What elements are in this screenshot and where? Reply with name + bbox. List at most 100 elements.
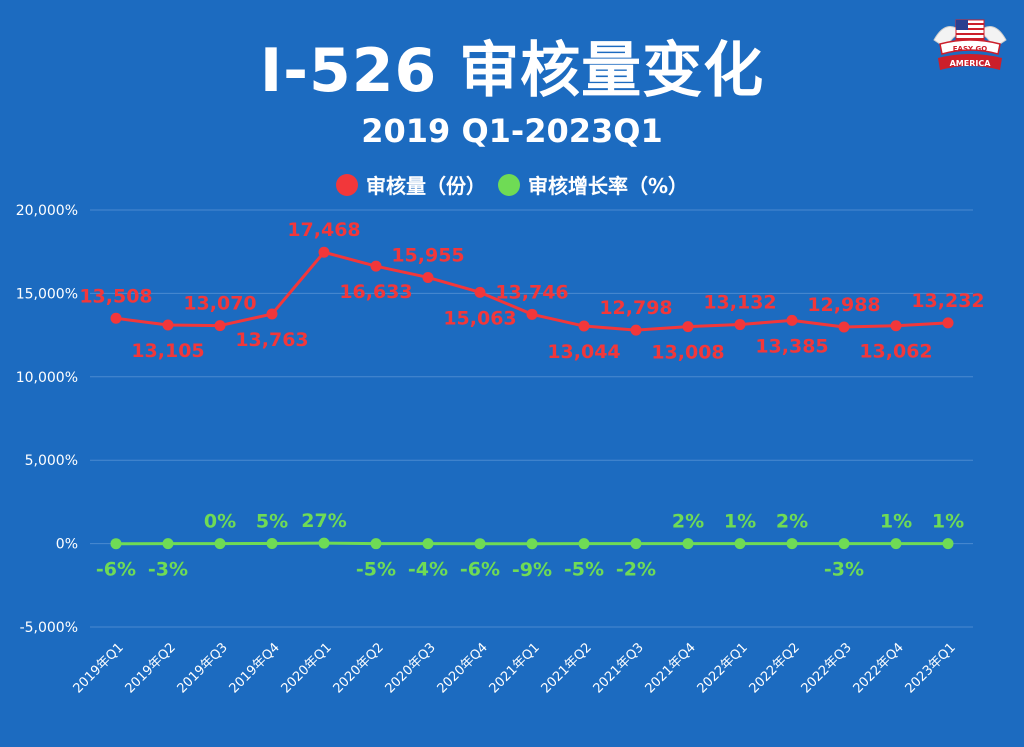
x-tick-label: 2022年Q3	[799, 640, 855, 696]
x-tick-label: 2020年Q1	[279, 640, 335, 696]
review-volume-data-label: 13,385	[755, 335, 828, 357]
y-tick-label: -5,000%	[20, 620, 78, 636]
review-volume-point	[162, 319, 174, 331]
review-volume-data-label: 12,988	[807, 294, 880, 316]
review-volume-data-label: 13,232	[911, 290, 984, 312]
growth-rate-data-label: -2%	[616, 559, 656, 581]
review-volume-data-label: 13,508	[79, 285, 152, 307]
growth-rate-data-label: 2%	[672, 511, 704, 533]
legend-item-growth: 审核增长率（%）	[497, 170, 689, 199]
growth-rate-data-label: 5%	[256, 511, 288, 533]
logo-text-bottom: AMERICA	[950, 59, 992, 68]
x-tick-label: 2023年Q1	[903, 640, 959, 696]
review-volume-data-label: 15,063	[443, 307, 516, 329]
legend-marker-review	[335, 173, 358, 196]
review-volume-point	[734, 319, 746, 331]
y-tick-label: 0%	[56, 537, 78, 553]
review-volume-point	[110, 312, 122, 324]
x-tick-label: 2019年Q1	[71, 640, 127, 696]
x-tick-label: 2021年Q2	[539, 640, 595, 696]
growth-rate-point	[630, 538, 642, 550]
review-volume-point	[422, 271, 434, 283]
review-volume-data-label: 13,132	[703, 292, 776, 314]
y-tick-label: 15,000%	[16, 286, 78, 302]
review-volume-data-label: 16,633	[339, 281, 412, 303]
x-tick-label: 2020年Q2	[331, 640, 387, 696]
legend: 审核量（份） 审核增长率（%）	[0, 170, 1024, 199]
growth-rate-point	[474, 538, 486, 550]
review-volume-point	[682, 321, 694, 333]
y-axis: -5,000% 0% 5,000% 10,000% 15,000% 20,000%	[16, 203, 78, 636]
growth-rate-data-label: -3%	[148, 559, 188, 581]
growth-rate-data-label: -9%	[512, 559, 552, 581]
review-volume-point	[942, 317, 954, 329]
review-volume-data-label: 13,044	[547, 341, 620, 363]
growth-rate-point	[526, 538, 538, 550]
growth-rate-point	[214, 538, 226, 550]
legend-marker-growth	[497, 173, 520, 196]
legend-item-review: 审核量（份）	[335, 170, 486, 199]
review-volume-point	[266, 308, 278, 320]
review-volume-point	[318, 246, 330, 258]
review-volume-point	[630, 324, 642, 336]
y-tick-label: 5,000%	[25, 453, 78, 469]
growth-rate-data-label: 1%	[880, 511, 912, 533]
review-volume-data-label: 17,468	[287, 219, 360, 241]
review-volume-point	[370, 260, 382, 272]
y-tick-label: 20,000%	[16, 203, 78, 219]
growth-rate-data-label: -4%	[408, 559, 448, 581]
growth-rate-point	[786, 538, 798, 550]
x-tick-label: 2022年Q4	[851, 640, 907, 696]
chart-title: I-526 审核量变化	[259, 36, 765, 106]
growth-rate-point	[890, 538, 902, 550]
data-labels: 13,508 13,105 13,070 13,763 17,468 16,633 15,9…	[79, 219, 984, 581]
review-volume-point	[838, 321, 850, 333]
review-volume-data-label: 13,105	[131, 340, 204, 362]
review-volume-data-label: 15,955	[391, 244, 464, 266]
growth-rate-point	[578, 538, 590, 550]
growth-rate-point	[110, 538, 122, 550]
growth-rate-point	[838, 538, 850, 550]
review-volume-data-label: 13,062	[859, 341, 932, 363]
growth-rate-point	[734, 538, 746, 550]
growth-rate-point	[318, 537, 330, 549]
review-volume-point	[890, 320, 902, 332]
x-axis: 2019年Q12019年Q22019年Q32019年Q42020年Q12020年…	[71, 640, 959, 696]
review-volume-point	[578, 320, 590, 332]
growth-rate-data-label: -3%	[824, 559, 864, 581]
review-volume-data-label: 13,008	[651, 342, 724, 364]
growth-rate-data-label: 0%	[204, 511, 236, 533]
growth-rate-point	[370, 538, 382, 550]
x-tick-label: 2022年Q1	[695, 640, 751, 696]
x-tick-label: 2019年Q2	[123, 640, 179, 696]
series-layer	[110, 246, 954, 550]
legend-label-review: 审核量（份）	[365, 174, 486, 198]
growth-rate-point	[266, 538, 278, 550]
growth-rate-data-label: 1%	[724, 511, 756, 533]
x-tick-label: 2020年Q4	[435, 640, 491, 696]
growth-rate-data-label: 2%	[776, 511, 808, 533]
review-volume-data-label: 13,070	[183, 293, 256, 315]
logo-text-top: EASY GO	[953, 45, 987, 53]
y-tick-label: 10,000%	[16, 370, 78, 386]
review-volume-point	[526, 308, 538, 320]
x-tick-label: 2020年Q3	[383, 640, 439, 696]
review-volume-data-label: 13,763	[235, 329, 308, 351]
chart-subtitle: 2019 Q1-2023Q1	[361, 112, 663, 150]
legend-label-growth: 审核增长率（%）	[527, 174, 689, 198]
review-volume-data-label: 12,798	[599, 297, 672, 319]
easy-go-america-logo: EASY GO AMERICA	[933, 19, 1007, 70]
growth-rate-data-label: -5%	[356, 559, 396, 581]
growth-rate-point	[422, 538, 434, 550]
growth-rate-data-label: -6%	[96, 559, 136, 581]
review-volume-point	[474, 286, 486, 298]
review-volume-point	[214, 320, 226, 332]
growth-rate-point	[162, 538, 174, 550]
review-volume-data-label: 13,746	[495, 281, 568, 303]
review-volume-point	[786, 314, 798, 326]
growth-rate-data-label: 27%	[301, 510, 346, 532]
x-tick-label: 2019年Q4	[227, 640, 283, 696]
x-tick-label: 2021年Q3	[591, 640, 647, 696]
growth-rate-point	[942, 538, 954, 550]
